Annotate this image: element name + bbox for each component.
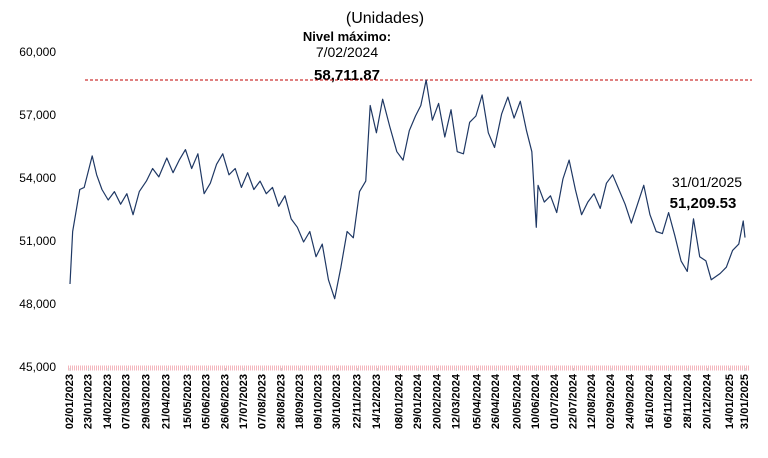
- series-line: [69, 79, 746, 300]
- x-tick-label: 16/10/2024: [644, 373, 656, 429]
- y-tick-label: 51,000: [19, 234, 56, 248]
- max-value: 58,711.87: [314, 67, 380, 84]
- max-date: 7/02/2024: [316, 44, 378, 60]
- x-tick-label: 12/03/2024: [450, 373, 462, 429]
- x-tick-label: 02/09/2024: [605, 373, 617, 429]
- x-tick-label: 05/04/2024: [472, 373, 484, 429]
- x-tick-label: 07/03/2023: [121, 374, 133, 429]
- x-tick-label: 22/11/2023: [352, 374, 364, 428]
- x-tick-label: 07/08/2023: [257, 374, 269, 429]
- x-tick-label: 24/09/2024: [624, 373, 636, 429]
- x-tick-label: 30/10/2023: [331, 374, 343, 429]
- x-tick-label: 06/11/2024: [663, 373, 675, 428]
- x-tick-label: 18/09/2023: [294, 374, 306, 429]
- x-tick-label: 23/01/2023: [83, 374, 95, 429]
- x-tick-label: 05/06/2023: [201, 374, 213, 429]
- x-tick-label: 20/02/2024: [432, 373, 444, 429]
- y-tick-label: 45,000: [19, 360, 56, 374]
- x-tick-label: 10/06/2024: [530, 373, 542, 429]
- x-tick-label: 14/12/2023: [371, 374, 383, 429]
- x-tick-label: 14/02/2023: [102, 374, 114, 429]
- x-tick-label: 29/03/2023: [140, 374, 152, 429]
- x-tick-label: 15/05/2023: [182, 374, 194, 429]
- x-tick-label: 28/08/2023: [275, 374, 287, 429]
- x-tick-label: 02/01/2023: [64, 374, 76, 429]
- x-tick-label: 14/01/2025: [724, 374, 736, 429]
- x-tick-label: 31/01/2025: [739, 374, 751, 429]
- last-value: 51,209.53: [670, 195, 737, 212]
- x-tick-label: 08/01/2024: [393, 373, 405, 429]
- x-tick-label: 26/06/2023: [219, 374, 231, 429]
- x-tick-label: 20/12/2024: [702, 373, 714, 429]
- last-date: 31/01/2025: [672, 174, 742, 190]
- y-tick-label: 57,000: [19, 108, 56, 122]
- x-tick-label: 22/07/2024: [567, 373, 579, 429]
- x-tick-label: 26/04/2024: [490, 373, 502, 429]
- y-tick-label: 60,000: [19, 45, 56, 59]
- x-tick-label: 20/05/2024: [512, 373, 524, 429]
- x-tick-label: 21/04/2023: [161, 374, 173, 429]
- max-heading: Nivel máximo:: [303, 29, 391, 44]
- x-tick-label: 29/01/2024: [412, 373, 424, 429]
- y-tick-label: 48,000: [19, 297, 56, 311]
- chart-title: (Unidades): [346, 10, 424, 27]
- x-tick-label: 01/07/2024: [549, 373, 561, 429]
- y-tick-label: 54,000: [19, 171, 56, 185]
- x-tick-label: 09/10/2023: [313, 374, 325, 429]
- x-tick-label: 12/08/2024: [586, 373, 598, 429]
- x-tick-label: 28/11/2024: [682, 373, 694, 428]
- x-tick-label: 17/07/2023: [238, 374, 250, 429]
